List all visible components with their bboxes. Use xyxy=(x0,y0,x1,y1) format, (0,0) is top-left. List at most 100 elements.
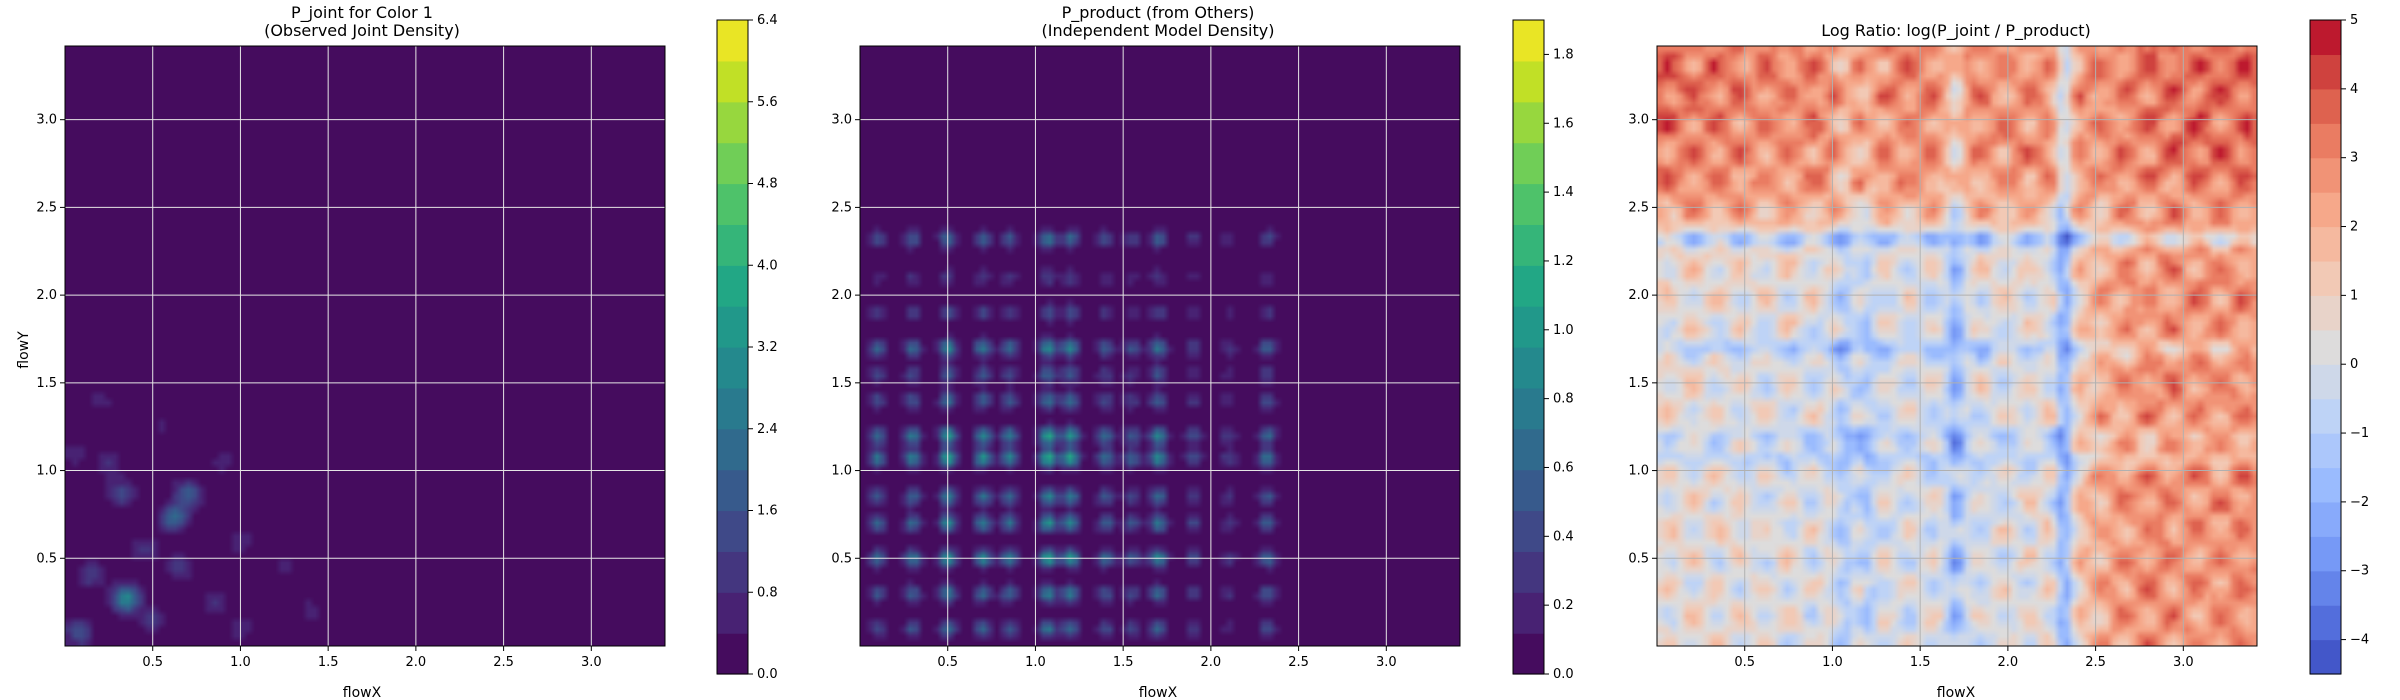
colorbar-segment xyxy=(717,347,748,389)
colorbar-segment xyxy=(717,60,748,103)
colorbar-tick-label: 0.8 xyxy=(757,585,778,600)
x-axis-label-2: flowX xyxy=(1139,685,1178,700)
colorbar-segment xyxy=(2310,123,2341,159)
x-tick-label: 1.5 xyxy=(1113,655,1134,670)
y-tick-label: 2.0 xyxy=(1628,288,1649,303)
colorbar-segment xyxy=(1513,387,1544,430)
y-tick-label: 2.0 xyxy=(831,288,852,303)
colorbar-segment xyxy=(1513,306,1544,348)
x-tick-label: 3.0 xyxy=(2173,655,2194,670)
y-tick-label: 1.0 xyxy=(831,464,852,479)
colorbar-segment xyxy=(1513,265,1544,307)
colorbar-tick-label: 0.2 xyxy=(1553,598,1574,613)
x-tick-label: 1.0 xyxy=(1025,655,1046,670)
colorbar-tick-label: 1.6 xyxy=(1553,116,1574,131)
colorbar-segment xyxy=(717,428,748,471)
chart-subtitle-2: (Independent Model Density) xyxy=(1042,21,1275,40)
colorbar-tick-label: 0.6 xyxy=(1553,460,1574,475)
colorbar-segment xyxy=(2310,226,2341,262)
colorbar-segment xyxy=(2310,398,2341,434)
y-tick-label: 1.5 xyxy=(831,376,852,391)
colorbar-segment xyxy=(717,265,748,307)
colorbar-tick-label: 2.4 xyxy=(757,422,778,437)
y-tick-label: 1.0 xyxy=(1628,464,1649,479)
colorbar-tick-label: 2 xyxy=(2350,220,2358,235)
colorbar-tick-label: 4.0 xyxy=(757,258,778,273)
x-tick-label: 0.5 xyxy=(1734,655,1755,670)
colorbar-segment xyxy=(2310,536,2341,572)
colorbar-tick-label: 4 xyxy=(2350,82,2358,97)
colorbar-segment xyxy=(717,142,748,185)
panel-log-ratio: Log Ratio: log(P_joint / P_product) 0.50… xyxy=(1628,13,2369,700)
colorbar-segment xyxy=(2310,329,2341,365)
chart-title-2: P_product (from Others) xyxy=(1062,3,1255,23)
colorbar-tick-label: 0.4 xyxy=(1553,529,1574,544)
x-tick-label: 1.0 xyxy=(1822,655,1843,670)
colorbar-segment xyxy=(2310,364,2341,400)
colorbar-tick-label: 0 xyxy=(2350,357,2358,372)
colorbar-segment xyxy=(1513,101,1544,144)
colorbar-2: 0.0 0.2 0.4 0.6 0.8 1.0 1.2 1.4 1.6 1.8 xyxy=(1512,19,1574,682)
y-tick-label: 0.5 xyxy=(1628,551,1649,566)
colorbar-frame xyxy=(1512,19,1545,675)
colorbar-segment xyxy=(1513,592,1544,634)
y-tick-label: 2.0 xyxy=(36,288,57,303)
colorbar-segment xyxy=(1513,20,1544,62)
colorbar-segment xyxy=(2310,570,2341,606)
colorbar-segment xyxy=(2310,467,2341,503)
colorbar-tick-label: 1 xyxy=(2350,288,2358,303)
y-axis-label-1: flowY xyxy=(16,331,32,369)
heatmap-image xyxy=(860,46,1460,646)
colorbar-segment xyxy=(1513,60,1544,103)
colorbar-segment xyxy=(2310,605,2341,641)
colorbar-segment xyxy=(2310,639,2341,675)
colorbar-segment xyxy=(717,633,748,675)
colorbar-tick-label: 1.4 xyxy=(1553,185,1574,200)
x-axis-label-1: flowX xyxy=(343,685,382,700)
plot-frame xyxy=(64,45,666,647)
colorbar-segment xyxy=(2310,501,2341,537)
x-tick-label: 2.0 xyxy=(1998,655,2019,670)
x-tick-label: 0.5 xyxy=(937,655,958,670)
colorbar-segment xyxy=(717,551,748,593)
x-tick-label: 2.5 xyxy=(493,655,514,670)
colorbar-tick-label: 4.8 xyxy=(757,177,778,192)
colorbar-tick-label: −3 xyxy=(2350,564,2369,579)
colorbar-segment xyxy=(2310,433,2341,469)
heatmap-image xyxy=(1657,46,2257,646)
colorbar-tick-label: 3.2 xyxy=(757,340,778,355)
chart-subtitle-1: (Observed Joint Density) xyxy=(264,21,460,40)
x-tick-label: 2.5 xyxy=(1288,655,1309,670)
colorbar-segment xyxy=(1513,428,1544,471)
colorbar-tick-label: 1.2 xyxy=(1553,254,1574,269)
y-tick-label: 3.0 xyxy=(1628,113,1649,128)
colorbar-tick-label: 5 xyxy=(2350,13,2358,28)
y-tick-label: 2.5 xyxy=(36,200,57,215)
colorbar-segment xyxy=(2310,20,2341,56)
colorbar-3: −4 −3 −2 −1 0 1 2 3 4 5 xyxy=(2309,13,2369,675)
colorbar-frame xyxy=(2309,19,2342,675)
plot-frame xyxy=(1656,45,2258,647)
y-tick-label: 0.5 xyxy=(36,551,57,566)
colorbar-segment xyxy=(1513,347,1544,389)
x-tick-label: 3.0 xyxy=(581,655,602,670)
colorbar-segment xyxy=(1513,224,1544,266)
colorbar-tick-label: 3 xyxy=(2350,151,2358,166)
colorbar-segment xyxy=(717,510,748,552)
y-tick-label: 1.5 xyxy=(1628,376,1649,391)
colorbar-segment xyxy=(717,469,748,512)
heatmap-area-2: 0.5 0.5 1.0 1.0 1.5 1.5 2.0 2.0 2.5 2.5 3.0 3.0 xyxy=(831,45,1461,670)
colorbar-segment xyxy=(1513,183,1544,225)
x-tick-label: 1.5 xyxy=(318,655,339,670)
colorbar-segment xyxy=(2310,260,2341,296)
colorbar-segment xyxy=(1513,510,1544,552)
colorbar-segment xyxy=(1513,469,1544,512)
panel-p-joint: P_joint for Color 1 (Observed Joint Dens… xyxy=(16,3,778,700)
colorbar-tick-label: 0.8 xyxy=(1553,392,1574,407)
colorbar-tick-label: 1.6 xyxy=(757,504,778,519)
y-tick-label: 1.0 xyxy=(36,464,57,479)
x-tick-label: 3.0 xyxy=(1376,655,1397,670)
colorbar-segment xyxy=(2310,88,2341,124)
colorbar-tick-label: −4 xyxy=(2350,633,2369,648)
